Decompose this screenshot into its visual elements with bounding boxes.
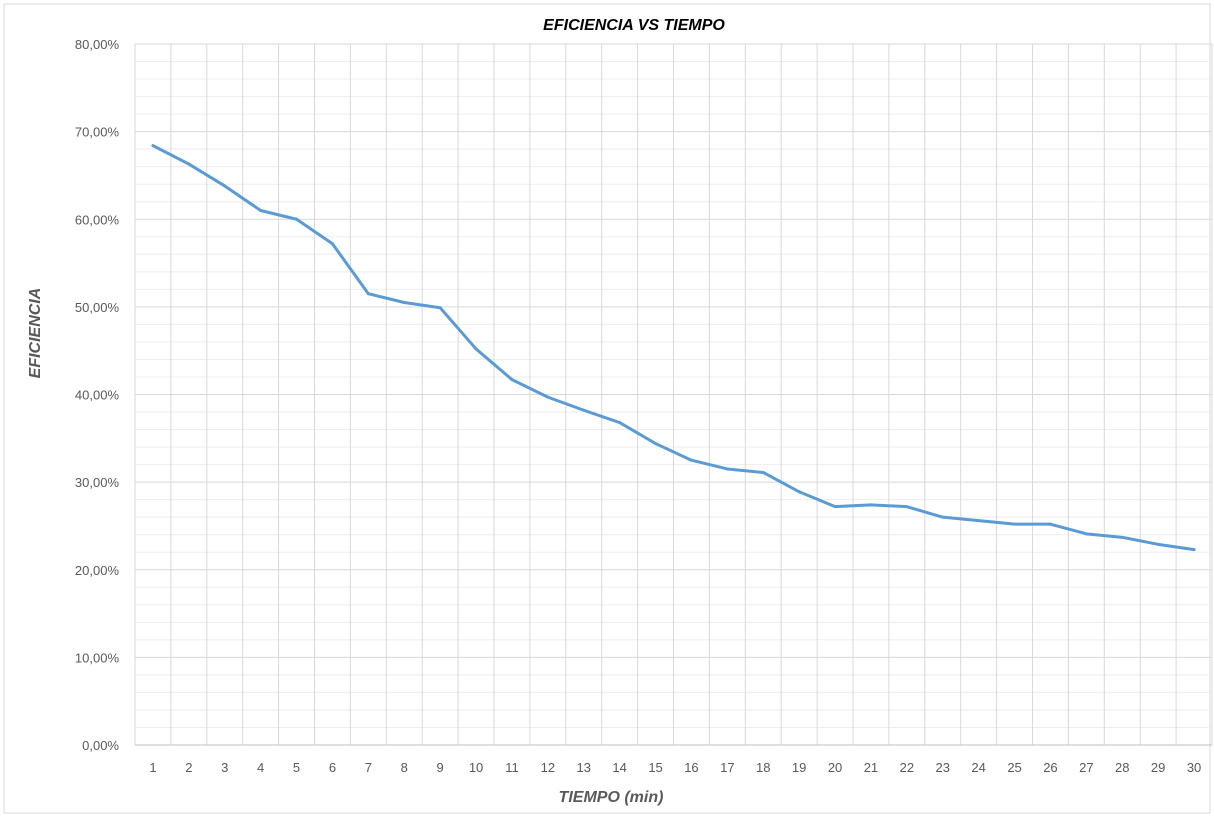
x-tick-label: 11 [505,760,519,775]
data-point [1156,542,1160,546]
y-tick-label: 60,00% [75,212,120,227]
data-point [833,505,837,509]
x-tick-label: 14 [612,760,626,775]
x-tick-label: 13 [577,760,591,775]
x-tick-label: 25 [1007,760,1021,775]
x-tick-label: 17 [720,760,734,775]
data-point [582,408,586,412]
y-axis-title: EFICIENCIA [27,288,44,379]
y-tick-label: 70,00% [75,125,120,140]
data-point [618,421,622,425]
y-tick-label: 50,00% [75,300,120,315]
x-tick-label: 10 [469,760,483,775]
data-point [761,470,765,474]
x-tick-label: 6 [329,760,336,775]
y-tick-label: 40,00% [75,388,120,403]
data-point [654,442,658,446]
x-tick-label: 8 [401,760,408,775]
data-point [438,306,442,310]
x-tick-label: 20 [828,760,842,775]
data-point [977,519,981,523]
y-axis-ticks: 0,00% 10,00% 20,00% 30,00% 40,00% 50,00% 60,00… [75,37,120,753]
data-point [1048,522,1052,526]
data-point [797,490,801,494]
x-tick-label: 7 [365,760,372,775]
chart-frame [3,3,1211,814]
x-tick-label: 12 [541,760,555,775]
data-point [941,515,945,519]
chart-title: EFICIENCIA VS TIEMPO [543,17,725,34]
data-point [869,503,873,507]
x-tick-label: 23 [936,760,950,775]
x-tick-label: 30 [1187,760,1201,775]
data-point [1013,522,1017,526]
data-point [187,162,191,166]
y-tick-label: 0,00% [82,738,119,753]
data-point [474,347,478,351]
data-point [151,144,155,148]
x-tick-label: 29 [1151,760,1165,775]
data-point [259,208,263,212]
x-tick-label: 16 [684,760,698,775]
x-tick-label: 19 [792,760,806,775]
x-tick-label: 2 [185,760,192,775]
data-point [689,458,693,462]
x-axis-title: TIEMPO (min) [559,789,664,806]
x-tick-label: 26 [1043,760,1057,775]
y-tick-label: 10,00% [75,650,120,665]
x-tick-label: 9 [437,760,444,775]
x-tick-label: 4 [257,760,264,775]
x-tick-label: 1 [149,760,156,775]
data-point [905,505,909,509]
x-tick-label: 5 [293,760,300,775]
x-tick-label: 18 [756,760,770,775]
series-layer [151,144,1196,552]
data-point [295,217,299,221]
x-tick-label: 15 [648,760,662,775]
data-point [725,467,729,471]
x-tick-label: 3 [221,760,228,775]
x-tick-label: 24 [971,760,985,775]
x-tick-label: 21 [864,760,878,775]
data-point [402,300,406,304]
data-point [1120,535,1124,539]
gridlines [134,43,1213,746]
data-point [366,292,370,296]
series-line [151,144,1196,552]
data-point [1084,532,1088,536]
y-tick-label: 20,00% [75,563,120,578]
x-tick-label: 27 [1079,760,1093,775]
data-point [1192,548,1196,552]
x-tick-label: 28 [1115,760,1129,775]
x-axis-ticks: 1 2 3 4 5 6 7 8 9 10 11 12 13 14 15 16 17 18 19 20 21 22 23 24 2… [149,760,1201,775]
data-point [330,242,334,246]
data-point [546,395,550,399]
data-point [510,378,514,382]
data-point [223,184,227,188]
x-tick-label: 22 [900,760,914,775]
y-tick-label: 80,00% [75,37,120,52]
y-tick-label: 30,00% [75,475,120,490]
